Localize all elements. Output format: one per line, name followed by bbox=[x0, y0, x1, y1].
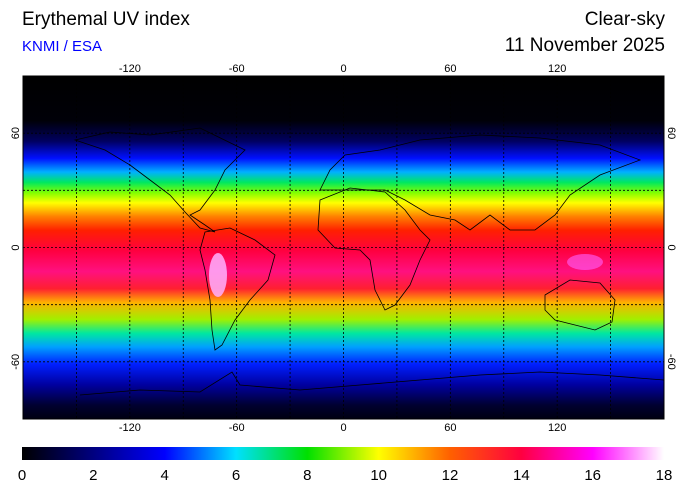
lon-label-bottom: 60 bbox=[444, 422, 456, 434]
lat-label-left: -60 bbox=[10, 354, 22, 370]
colorbar-tick-label: 10 bbox=[370, 467, 387, 484]
andes-peak bbox=[209, 253, 227, 297]
lon-label-top: -60 bbox=[229, 63, 245, 75]
condition: Clear-sky bbox=[585, 9, 666, 30]
lon-label-bottom: 0 bbox=[340, 422, 346, 434]
graticule bbox=[23, 76, 664, 419]
colorbar-tick-label: 6 bbox=[232, 467, 240, 484]
coast-south-america bbox=[199, 227, 276, 351]
coast-north-america bbox=[73, 127, 246, 233]
title: Erythemal UV index bbox=[22, 9, 190, 30]
lon-label-bottom: -60 bbox=[229, 422, 245, 434]
lon-label-top: 0 bbox=[340, 63, 346, 75]
coastlines bbox=[73, 127, 664, 396]
date: 11 November 2025 bbox=[505, 35, 665, 56]
lat-label-left: 0 bbox=[10, 244, 22, 250]
maritime-peak bbox=[567, 254, 603, 270]
colorbar-tick-label: 4 bbox=[160, 467, 168, 484]
colorbar-tick-label: 18 bbox=[656, 467, 673, 484]
colorbar-tick-label: 0 bbox=[18, 467, 26, 484]
colorbar-tick-label: 8 bbox=[303, 467, 311, 484]
colorbar-tick-label: 12 bbox=[442, 467, 459, 484]
lat-label-right: -60 bbox=[665, 354, 677, 370]
coast-antarctica bbox=[79, 371, 664, 396]
lon-label-top: 120 bbox=[548, 63, 566, 75]
lon-label-top: -120 bbox=[119, 63, 141, 75]
coast-eurasia bbox=[319, 134, 642, 231]
colorbar-tick-label: 16 bbox=[584, 467, 601, 484]
lon-label-bottom: 120 bbox=[548, 422, 566, 434]
colorbar bbox=[22, 447, 664, 460]
lon-label-bottom: -120 bbox=[119, 422, 141, 434]
lon-label-top: 60 bbox=[444, 63, 456, 75]
lat-label-right: 0 bbox=[665, 244, 677, 250]
map-frame bbox=[22, 75, 665, 420]
colorbar-tick-label: 2 bbox=[89, 467, 97, 484]
coast-africa bbox=[317, 187, 431, 311]
source: KNMI / ESA bbox=[22, 38, 102, 55]
lat-label-right: 60 bbox=[665, 127, 677, 139]
coast-australia bbox=[544, 279, 616, 331]
lat-label-left: 60 bbox=[10, 127, 22, 139]
colorbar-tick-label: 14 bbox=[513, 467, 530, 484]
